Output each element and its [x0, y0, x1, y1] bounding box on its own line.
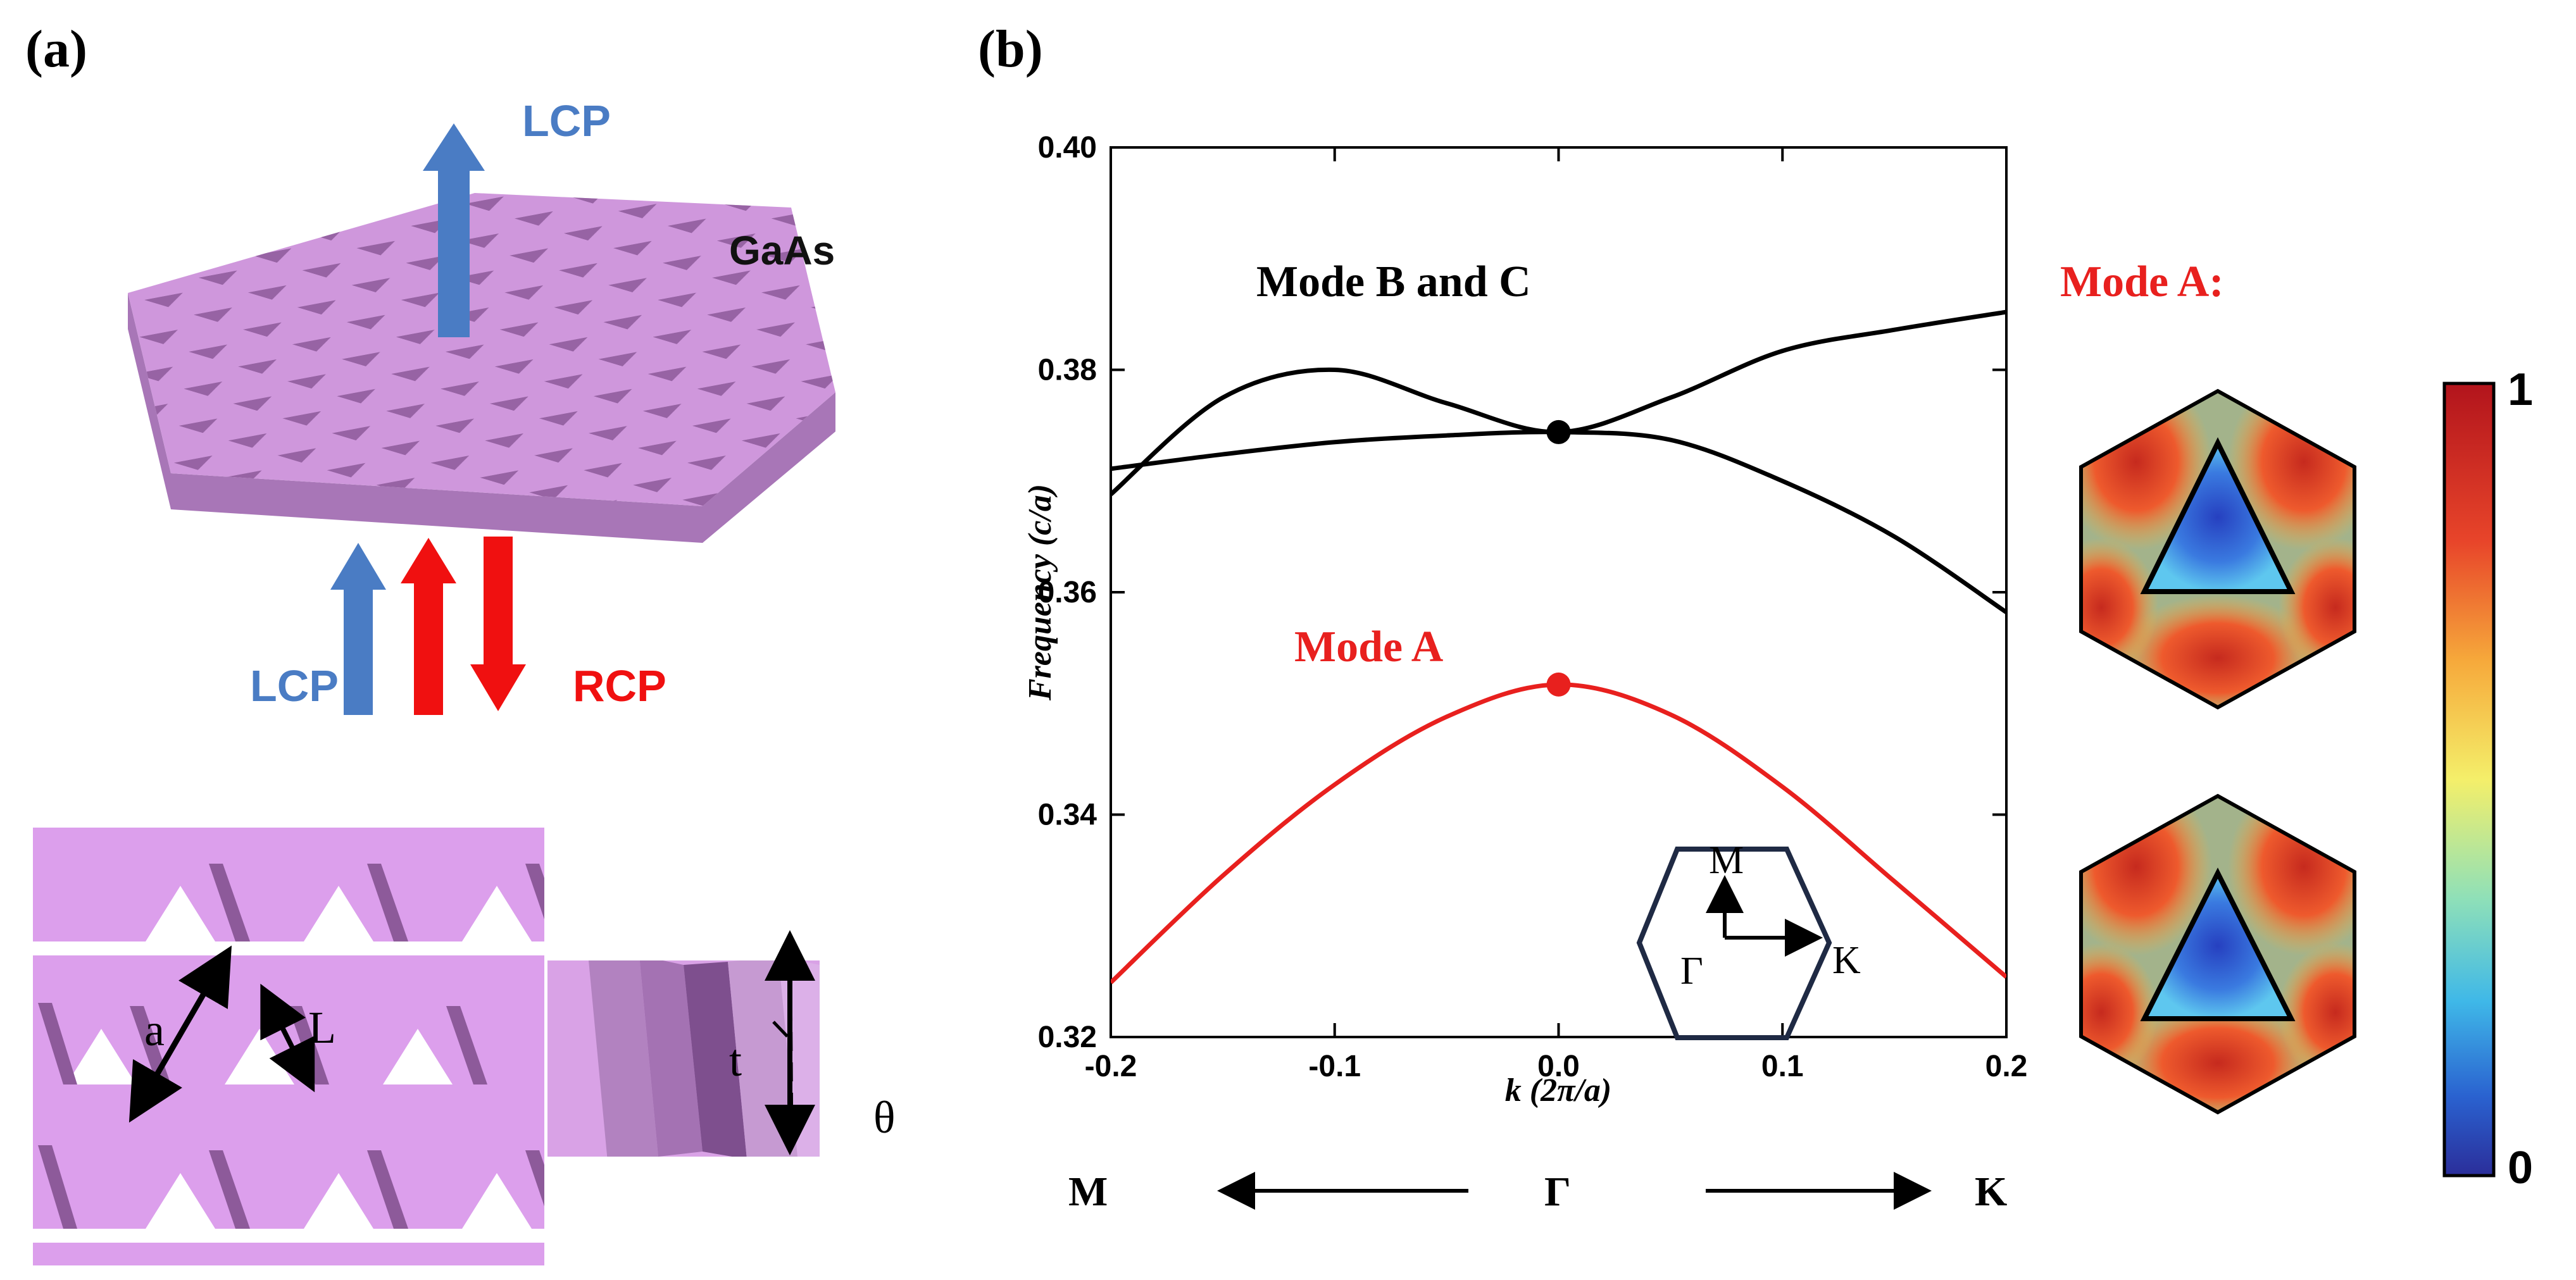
lcp-top-label: LCP	[522, 96, 611, 146]
path-k-label: K	[1975, 1169, 2007, 1215]
colorbar-max-label: 1	[2508, 364, 2533, 415]
slab-hole-array	[128, 193, 835, 506]
plot-frame	[1110, 146, 2008, 1038]
y-tick-label: 0.32	[1038, 1021, 1097, 1054]
top-view-lattice	[33, 828, 544, 1265]
x-tick-label: 0.0	[1537, 1050, 1580, 1083]
band-curves	[1111, 309, 2006, 985]
x-axis-label: k (2π/a)	[1505, 1072, 1611, 1109]
bz-m-label: M	[1709, 839, 1744, 882]
mode-bc-label: Mode B and C	[1256, 258, 1531, 306]
lattice-constant-label: a	[144, 1005, 165, 1055]
lcp-bottom-label: LCP	[250, 661, 339, 711]
brillouin-zone-hexagon	[1636, 847, 1832, 1040]
slab-side	[128, 293, 835, 543]
side-length-label: L	[308, 1002, 336, 1053]
brillouin-zone-inset: M Γ K	[1636, 839, 1861, 1040]
path-gamma-label: Γ	[1544, 1169, 1571, 1215]
panel-b-label: (b)	[978, 20, 1043, 78]
gamma-point-marker	[1546, 419, 1571, 444]
path-m-label: M	[1068, 1169, 1108, 1215]
bz-gamma-label: Γ	[1680, 950, 1703, 993]
gamma-point-marker	[1546, 672, 1571, 697]
band-mode-c	[1111, 430, 2006, 614]
lattice-constant-arrow	[128, 945, 232, 1123]
colorbar	[2442, 382, 2496, 1177]
side-length-arrow	[260, 983, 315, 1093]
x-tick-label: -0.2	[1085, 1050, 1137, 1083]
x-tick-label: 0.2	[1985, 1050, 2028, 1083]
band-mode-b	[1111, 309, 2006, 496]
mode-a-curve-label: Mode A	[1294, 623, 1444, 671]
field-map-mode-a-1	[2079, 388, 2356, 710]
y-tick-label: 0.40	[1038, 131, 1097, 165]
band-diagram: -0.2 -0.1 0.0 0.1 0.2 0.32 0.34 0.36 0.38 0.40	[1038, 131, 2028, 1083]
rcp-up-arrow	[401, 538, 456, 715]
lcp-up-arrow-top	[423, 123, 485, 337]
x-tick-label: 0.1	[1761, 1050, 1804, 1083]
thickness-label: t	[729, 1035, 742, 1086]
y-tick-label: 0.34	[1038, 798, 1097, 832]
panel-a-label: (a)	[25, 20, 87, 78]
lcp-up-arrow-bottom	[330, 543, 386, 715]
gaas-label: GaAs	[729, 228, 835, 273]
colorbar-min-label: 0	[2508, 1143, 2533, 1193]
x-tick-label: -0.1	[1308, 1050, 1361, 1083]
rcp-label: RCP	[573, 661, 666, 711]
angle-label: θ	[873, 1092, 896, 1143]
axis-ticks: -0.2 -0.1 0.0 0.1 0.2 0.32 0.34 0.36 0.38 0.40	[1038, 131, 2028, 1083]
high-symmetry-path: M Γ K	[1068, 1169, 2007, 1215]
gaas-slab	[128, 193, 835, 543]
gamma-markers	[1546, 419, 1571, 697]
bz-k-label: K	[1832, 939, 1861, 982]
band-mode-a	[1111, 682, 2006, 985]
mode-a-field-label: Mode A:	[2060, 258, 2224, 306]
cross-section-view	[547, 960, 820, 1157]
y-tick-label: 0.38	[1038, 354, 1097, 387]
field-map-mode-a-2	[2079, 793, 2356, 1115]
rcp-down-arrow	[470, 537, 526, 711]
y-tick-label: 0.36	[1038, 576, 1097, 609]
y-axis-label: Frequency (c/a)	[1022, 484, 1058, 701]
